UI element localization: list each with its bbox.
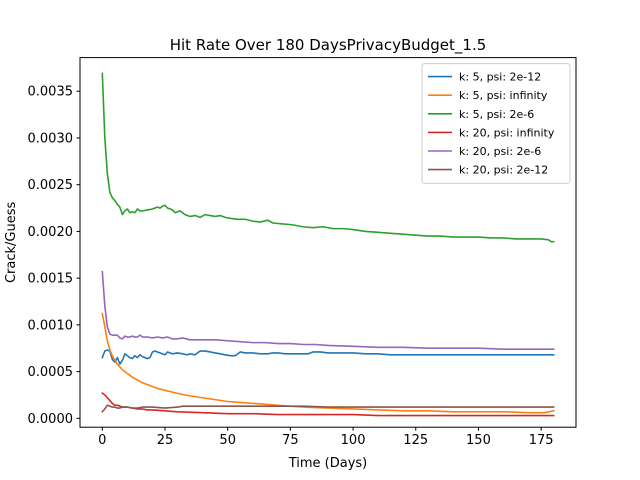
x-tick-label: 0 [98, 433, 106, 448]
x-axis: 0 25 50 75 100 125 150 175 [98, 427, 554, 448]
y-tick-label: 0.0030 [28, 131, 74, 146]
x-tick-label: 175 [529, 433, 554, 448]
plot-series-group [101, 72, 555, 417]
legend: k: 5, psi: 2e-12 k: 5, psi: infinity k: 5,… [421, 63, 571, 184]
x-tick-label: 125 [403, 433, 428, 448]
x-tick-label: 75 [282, 433, 299, 448]
y-tick-label: 0.0005 [28, 365, 74, 380]
legend-label: k: 20, psi: infinity [459, 126, 555, 139]
series-line-2 [101, 72, 555, 243]
x-axis-title: Time (Days) [288, 456, 368, 471]
legend-label: k: 5, psi: 2e-12 [459, 71, 541, 84]
series-line-5 [101, 404, 555, 413]
plot-frame [79, 57, 577, 428]
y-tick-label: 0.0035 [28, 85, 74, 100]
y-axis-title: Crack/Guess [4, 202, 19, 284]
series-line-1 [101, 312, 555, 414]
legend-label: k: 5, psi: 2e-6 [459, 108, 534, 121]
legend-label: k: 20, psi: 2e-6 [459, 145, 541, 158]
legend-label: k: 5, psi: infinity [459, 89, 548, 102]
y-tick-label: 0.0015 [28, 272, 74, 287]
chart-title: Hit Rate Over 180 DaysPrivacyBudget_1.5 [170, 36, 487, 55]
x-tick-label: 50 [219, 433, 236, 448]
x-tick-label: 150 [466, 433, 491, 448]
series-line-4 [101, 270, 555, 350]
y-tick-label: 0.0010 [28, 318, 74, 333]
legend-label: k: 20, psi: 2e-12 [459, 164, 548, 177]
legend-box [421, 63, 571, 184]
y-axis: 0.0000 0.0005 0.0010 0.0015 0.0020 0.0025 0.00… [28, 85, 80, 427]
y-tick-label: 0.0000 [28, 412, 74, 427]
x-tick-label: 100 [341, 433, 366, 448]
series-line-0 [101, 349, 555, 365]
series-line-3 [101, 391, 555, 417]
y-tick-label: 0.0020 [28, 225, 74, 240]
y-tick-label: 0.0025 [28, 178, 74, 193]
x-tick-label: 25 [157, 433, 174, 448]
